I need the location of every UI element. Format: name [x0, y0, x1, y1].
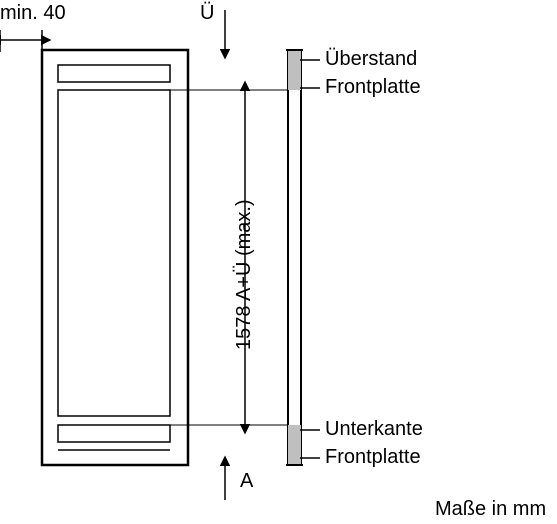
- diagram-svg: [0, 0, 557, 524]
- inner-bottom: [58, 425, 170, 442]
- label-min40: min. 40: [0, 2, 66, 25]
- label-height: 1578 A+Ü (max.): [233, 199, 256, 350]
- label-overhang: Überstand: [325, 48, 417, 71]
- band-bottom: [288, 425, 301, 465]
- label-front-top: Frontplatte: [325, 76, 421, 99]
- label-front-bot: Frontplatte: [325, 446, 421, 469]
- label-a: A: [240, 470, 253, 493]
- caption: Maße in mm: [435, 498, 546, 521]
- inner-top: [58, 65, 170, 82]
- band-top: [288, 50, 301, 90]
- outer-rect: [42, 50, 188, 465]
- label-underedge: Unterkante: [325, 418, 423, 441]
- inner-body: [58, 90, 170, 416]
- diagram-canvas: min. 40 Ü Überstand Frontplatte 1578 A+Ü…: [0, 0, 557, 524]
- label-u: Ü: [200, 2, 214, 25]
